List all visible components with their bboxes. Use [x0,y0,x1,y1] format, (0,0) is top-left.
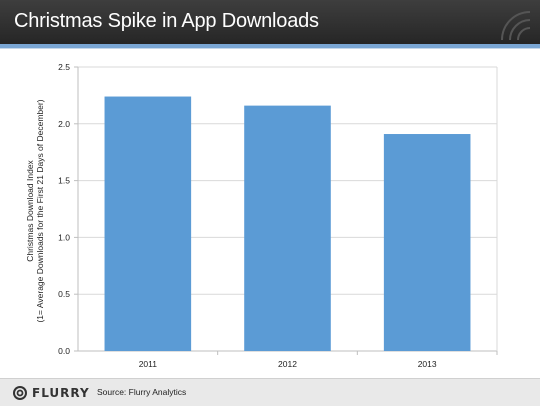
y-axis-ticks: 0.0 0.5 1.0 1.5 2.0 2.5 [58,62,78,356]
x-tick-label: 2013 [418,359,437,369]
x-tick-label: 2011 [139,359,158,369]
bar-2013 [383,134,471,351]
header-accent-rule [0,44,540,48]
bars [104,96,471,352]
y-tick-label: 2.5 [58,62,70,72]
flurry-logo-icon [13,385,27,400]
slide-footer: FLURRY Source: Flurry Analytics [0,378,540,406]
y-tick-label: 0.5 [58,289,70,299]
y-axis-label: Christmas Download Index [25,159,35,261]
bar-2011 [104,96,192,351]
bar-chart: 0.0 0.5 1.0 1.5 2.0 2.5 2011 2012 2013 Christma… [25,62,498,369]
y-tick-label: 1.0 [58,232,70,242]
flurry-logo-text: FLURRY [32,385,90,400]
x-axis-ticks: 2011 2012 2013 [139,351,498,369]
y-tick-label: 2.0 [58,119,70,129]
decorative-arcs-icon [501,11,531,41]
y-tick-label: 0.0 [58,346,70,356]
slide-title: Christmas Spike in App Downloads [14,10,319,32]
x-tick-label: 2012 [278,359,297,369]
bar-2012 [244,105,331,352]
slide-header: Christmas Spike in App Downloads [0,0,540,44]
y-axis-label-secondary: (1= Average Downloads for the First 21 D… [35,99,45,322]
flurry-logo: FLURRY [12,384,90,401]
header-accent-rule-light [0,48,540,49]
source-note: Source: Flurry Analytics [97,387,187,397]
y-tick-label: 1.5 [58,176,70,186]
